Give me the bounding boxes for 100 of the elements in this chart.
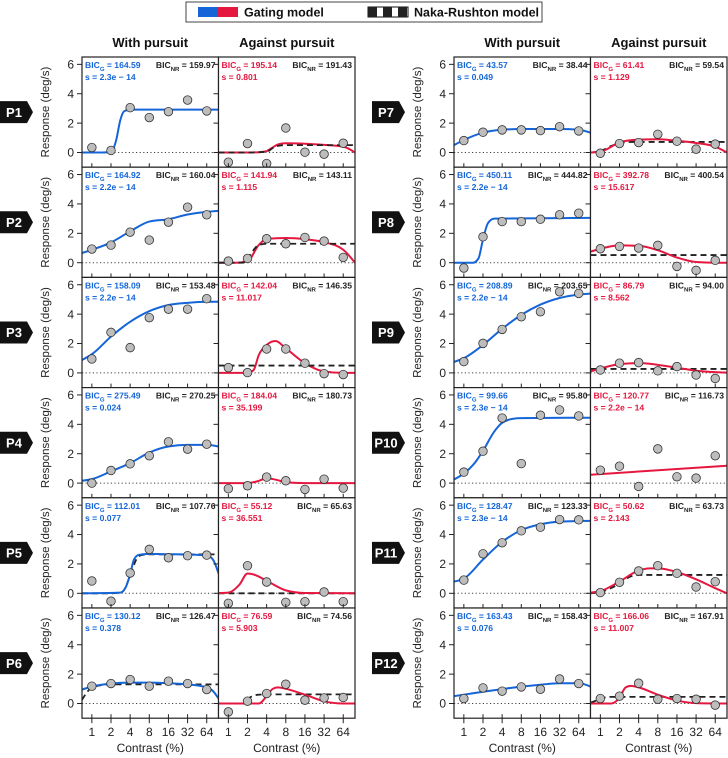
annotation: BIC$_{G}$ = 55.12 <box>222 500 273 514</box>
annotation: BIC$_{NR}$ = 65.63 <box>297 500 352 514</box>
x-tick-label: 8 <box>518 725 525 740</box>
annotation: s = 11.017 <box>222 292 262 302</box>
x-tick-label: 4 <box>635 725 642 740</box>
y-tick-label: 0 <box>67 696 74 711</box>
y-axis-title: Response (deg/s) <box>40 286 52 378</box>
annotation: s = 36.551 <box>222 512 263 523</box>
y-tick-label: 0 <box>439 366 446 380</box>
annotation: BIC$_{G}$ = 164.59 <box>85 60 141 73</box>
x-axis-title: Contrast (%) <box>625 741 692 756</box>
annotation: s = 5.903 <box>222 623 258 633</box>
annotation: BIC$_{NR}$ = 38.44 <box>532 60 588 73</box>
annotation: BIC$_{G}$ = 76.59 <box>222 611 273 624</box>
x-tick-label: 32 <box>552 725 567 740</box>
annotation: BIC$_{G}$ = 120.77 <box>594 390 650 404</box>
annotation: BIC$_{G}$ = 128.47 <box>457 500 513 514</box>
annotation: s = 15.617 <box>594 182 635 192</box>
annotation: BIC$_{NR}$ = 143.11 <box>292 170 352 184</box>
x-tick-label: 1 <box>597 725 604 740</box>
y-tick-label: 0 <box>67 366 74 380</box>
annotation: s = 0.076 <box>457 623 494 633</box>
y-axis-title: Response (deg/s) <box>412 397 424 488</box>
annotation: s = 0.378 <box>85 623 122 633</box>
text: P11 <box>374 546 398 561</box>
y-tick-label: 0 <box>67 256 74 270</box>
annotation: BIC$_{G}$ = 158.09 <box>85 280 141 294</box>
x-tick-label: 64 <box>336 725 350 740</box>
annotation: s = 0.024 <box>85 402 122 413</box>
y-tick-label: 6 <box>67 608 74 623</box>
text: P5 <box>6 546 22 561</box>
y-tick-label: 6 <box>439 388 446 402</box>
y-tick-label: 4 <box>67 638 74 652</box>
x-tick-label: 16 <box>298 725 312 740</box>
x-tick-label: 2 <box>480 725 487 740</box>
y-tick-label: 2 <box>439 226 446 241</box>
annotation: s = 11.007 <box>594 623 634 633</box>
x-axis-title: Contrast (%) <box>488 741 556 756</box>
annotation: BIC$_{G}$ = 275.49 <box>85 390 141 404</box>
y-tick-label: 6 <box>67 498 74 512</box>
annotation: BIC$_{G}$ = 61.41 <box>594 60 645 73</box>
y-tick-label: 4 <box>67 197 74 212</box>
annotation: BIC$_{G}$ = 195.14 <box>222 60 278 73</box>
annotation: s = 2.3e − 14 <box>85 72 136 82</box>
x-tick-label: 1 <box>88 725 96 740</box>
y-tick-label: 4 <box>67 86 74 101</box>
x-tick-label: 1 <box>460 725 468 740</box>
annotation: BIC$_{G}$ = 112.01 <box>85 500 140 514</box>
y-tick-label: 2 <box>67 336 74 351</box>
annotation: s = 1.129 <box>594 72 630 82</box>
annotation: s = 2.2e − 14 <box>594 402 644 413</box>
y-tick-label: 6 <box>439 58 446 72</box>
y-tick-label: 4 <box>439 528 446 542</box>
x-tick-label: 16 <box>670 725 684 740</box>
y-tick-label: 2 <box>67 226 74 241</box>
annotation: BIC$_{G}$ = 130.12 <box>85 611 141 624</box>
y-axis-title: Response (deg/s) <box>40 176 52 268</box>
x-tick-label: 4 <box>126 725 134 740</box>
annotation: BIC$_{G}$ = 43.57 <box>457 60 508 73</box>
y-axis-title: Response (deg/s) <box>412 66 424 158</box>
y-tick-label: 2 <box>439 116 446 130</box>
y-tick-label: 2 <box>67 116 74 130</box>
annotation: BIC$_{G}$ = 164.92 <box>85 170 141 184</box>
annotation: s = 2.2e − 14 <box>457 292 508 302</box>
y-tick-label: 6 <box>439 608 446 623</box>
x-tick-label: 2 <box>616 725 624 740</box>
annotation: BIC$_{G}$ = 450.11 <box>457 170 512 184</box>
chart-title: With pursuit <box>484 35 561 50</box>
text: P8 <box>378 214 394 230</box>
y-tick-label: 4 <box>67 418 74 432</box>
x-tick-label: 64 <box>708 725 722 740</box>
chart-title: Against pursuit <box>611 35 708 50</box>
y-axis-title: Response (deg/s) <box>412 618 424 708</box>
y-tick-label: 4 <box>439 638 446 652</box>
x-tick-label: 32 <box>180 725 195 740</box>
x-tick-label: 64 <box>200 725 214 740</box>
annotation: BIC$_{NR}$ = 160.04 <box>156 170 216 184</box>
annotation: BIC$_{NR}$ = 95.80 <box>532 390 588 404</box>
annotation: BIC$_{NR}$ = 180.73 <box>292 390 352 404</box>
text: P6 <box>6 656 22 671</box>
annotation: s = 2.2e − 14 <box>85 182 136 192</box>
y-axis-title: Response (deg/s) <box>412 507 424 598</box>
x-tick-label: 4 <box>263 725 270 740</box>
y-tick-label: 0 <box>439 586 446 601</box>
chart-title: With pursuit <box>112 35 189 50</box>
annotation: BIC$_{NR}$ = 116.73 <box>664 390 724 404</box>
annotation: BIC$_{G}$ = 142.04 <box>222 280 278 294</box>
x-axis-title: Contrast (%) <box>253 741 320 756</box>
annotation: BIC$_{G}$ = 166.06 <box>594 611 650 624</box>
annotation: s = 0.801 <box>222 72 258 82</box>
x-tick-label: 2 <box>108 725 115 740</box>
y-axis-title: Response (deg/s) <box>412 286 424 378</box>
legend-label: Naka-Rushton model <box>414 6 540 20</box>
annotation: BIC$_{NR}$ = 159.97 <box>156 60 216 73</box>
annotation: s = 1.115 <box>222 182 258 192</box>
annotation: BIC$_{NR}$ = 400.54 <box>664 170 724 184</box>
annotation: BIC$_{G}$ = 50.62 <box>594 500 645 514</box>
text: P9 <box>378 325 394 340</box>
annotation: BIC$_{G}$ = 392.78 <box>594 170 650 184</box>
x-tick-label: 64 <box>572 725 586 740</box>
